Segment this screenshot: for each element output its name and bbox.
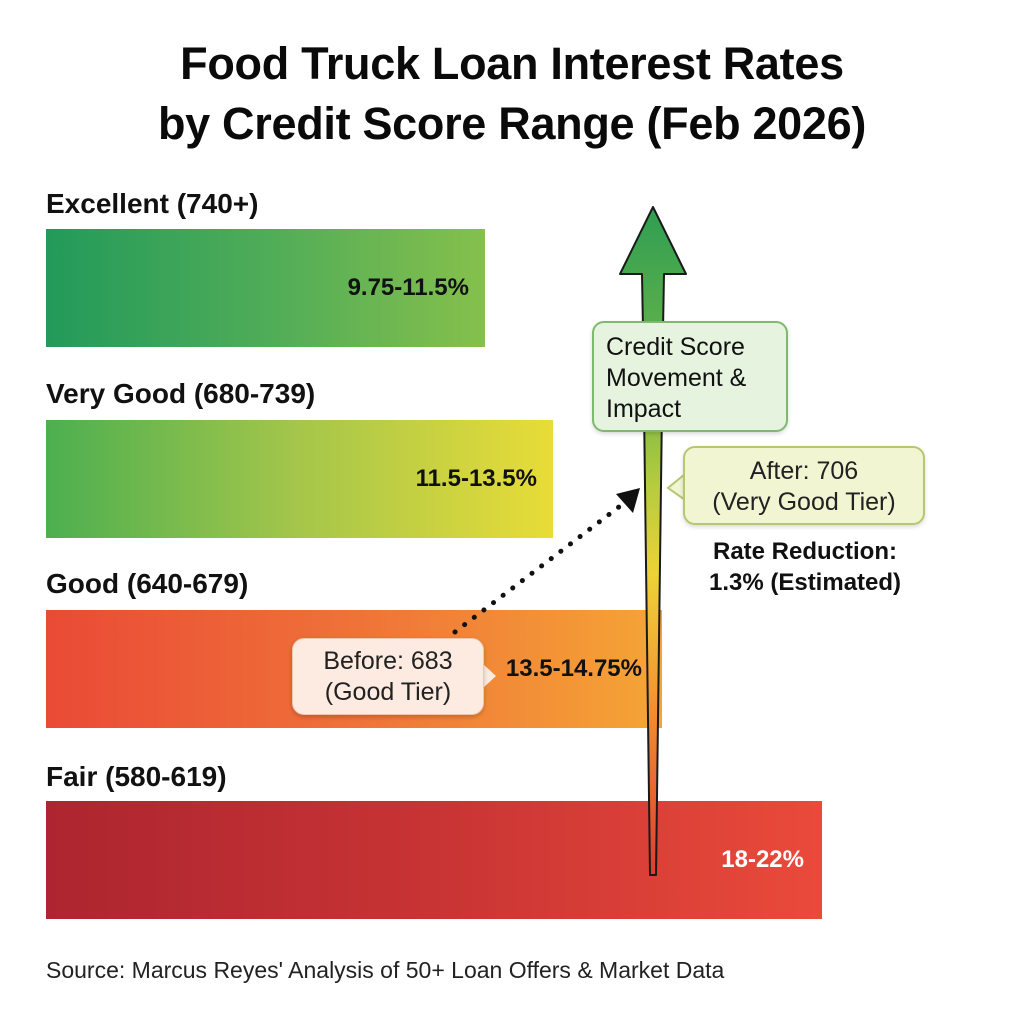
credit-label-line3: Impact bbox=[606, 395, 682, 423]
credit-label-line1: Credit Score bbox=[606, 333, 745, 361]
bar-value-fair: 18-22% bbox=[721, 846, 804, 873]
arrow-up-icon bbox=[619, 206, 687, 876]
connector-arrowhead-icon bbox=[616, 488, 640, 513]
bar-excellent: 9.75-11.5% bbox=[46, 229, 485, 347]
credit-score-movement-label: Credit Score Movement & Impact bbox=[592, 321, 788, 432]
rate-reduction-note: Rate Reduction: 1.3% (Estimated) bbox=[680, 536, 930, 598]
before-score-line2: (Good Tier) bbox=[324, 678, 452, 706]
after-score-callout: After: 706 (Very Good Tier) bbox=[683, 446, 925, 525]
chart-title-line2: by Credit Score Range (Feb 2026) bbox=[157, 98, 867, 149]
after-score-line1: After: 706 bbox=[749, 457, 859, 485]
tier-label-excellent: Excellent (740+) bbox=[46, 188, 259, 219]
tier-label-good: Good (640-679) bbox=[46, 568, 249, 599]
bar-very-good: 11.5-13.5% bbox=[46, 420, 553, 538]
credit-label-line2: Movement & bbox=[606, 364, 747, 392]
before-score-line1: Before: 683 bbox=[323, 647, 453, 675]
chart-title-line1: Food Truck Loan Interest Rates bbox=[180, 38, 844, 89]
after-score-line2: (Very Good Tier) bbox=[712, 488, 896, 516]
before-score-callout: Before: 683 (Good Tier) bbox=[292, 638, 484, 715]
tier-label-fair: Fair (580-619) bbox=[46, 761, 227, 792]
bar-value-very-good: 11.5-13.5% bbox=[415, 465, 537, 492]
rate-reduction-line1: Rate Reduction: bbox=[712, 538, 897, 565]
bar-value-excellent: 9.75-11.5% bbox=[347, 274, 469, 301]
source-note: Source: Marcus Reyes' Analysis of 50+ Lo… bbox=[46, 957, 725, 983]
bar-value-good: 13.5-14.75% bbox=[505, 655, 642, 682]
rate-reduction-line2: 1.3% (Estimated) bbox=[708, 569, 902, 596]
bar-fair: 18-22% bbox=[46, 801, 822, 919]
tier-label-very-good: Very Good (680-739) bbox=[46, 378, 316, 409]
